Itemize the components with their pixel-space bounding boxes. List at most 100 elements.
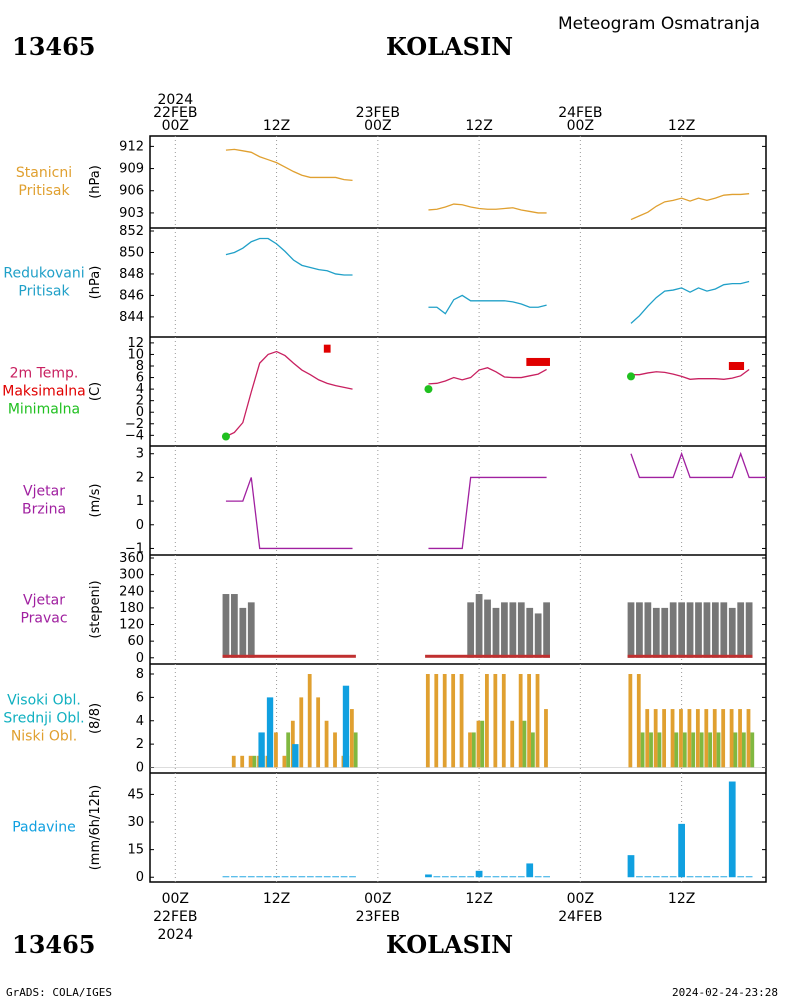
bar xyxy=(492,607,500,658)
y-tick-label: 852 xyxy=(119,224,144,239)
panel-label: Srednji Obl. xyxy=(3,711,84,727)
plot-frame xyxy=(149,135,767,883)
cloud-bar-low xyxy=(425,674,430,768)
bar xyxy=(728,607,736,658)
bar xyxy=(492,876,500,878)
y-tick-label: 0 xyxy=(136,405,144,420)
y-tick-label: 903 xyxy=(119,206,144,221)
bar xyxy=(484,876,491,878)
panel-label: Redukovani xyxy=(3,266,84,282)
min-temp-point xyxy=(626,372,635,381)
bar xyxy=(695,876,702,878)
y-tick-label: 12 xyxy=(127,336,144,351)
cloud-bar-low xyxy=(240,755,245,768)
bar xyxy=(239,607,247,658)
bar xyxy=(686,602,694,658)
series-line xyxy=(428,294,547,315)
y-tick-label: 60 xyxy=(127,634,144,649)
bar xyxy=(340,876,348,878)
bar xyxy=(534,613,542,658)
time-label-bottom: 23FEB xyxy=(356,909,400,925)
series-line xyxy=(428,367,547,385)
cloud-bar-middle xyxy=(353,732,358,768)
y-tick-label: 0 xyxy=(136,760,144,775)
panel-label: Pravac xyxy=(20,611,67,627)
max-temp-mark xyxy=(526,357,550,366)
bar-baseline xyxy=(627,654,753,658)
cloud-bar-middle xyxy=(733,732,738,768)
y-tick-label: 844 xyxy=(119,310,144,325)
series-line xyxy=(225,350,353,438)
cloud-bar-low xyxy=(493,674,498,768)
y-axis-label: (C) xyxy=(88,382,103,401)
series-line xyxy=(225,148,353,182)
time-label-bottom: 00Z xyxy=(162,891,189,907)
time-label-top: 00Z xyxy=(162,118,189,134)
bar xyxy=(239,876,247,878)
cloud-bar-low xyxy=(628,674,633,768)
cloud-bar-middle xyxy=(699,732,704,768)
cloud-bar-middle xyxy=(691,732,696,768)
time-label-bottom: 00Z xyxy=(567,891,594,907)
series-line xyxy=(630,280,750,324)
cloud-bar-high xyxy=(342,685,350,768)
bar xyxy=(661,876,669,878)
y-tick-label: −4 xyxy=(125,428,144,443)
cloud-bar-low xyxy=(695,709,700,768)
time-label-top: 00Z xyxy=(567,118,594,134)
panel-label: Vjetar xyxy=(23,593,65,609)
cloud-bar-low xyxy=(687,709,692,768)
bar xyxy=(728,781,736,878)
y-tick-label: 120 xyxy=(119,618,144,633)
y-tick-label: 846 xyxy=(119,288,144,303)
cloud-bar-low xyxy=(274,732,278,768)
cloud-bar-low xyxy=(485,674,489,768)
bar xyxy=(467,602,475,658)
bar xyxy=(737,602,745,658)
panel-label: Minimalna xyxy=(8,402,80,418)
y-tick-label: 912 xyxy=(119,139,144,154)
bar xyxy=(745,876,753,878)
bar xyxy=(644,602,652,658)
series-line xyxy=(225,237,353,276)
bar xyxy=(425,874,432,878)
cloud-bar-low xyxy=(712,709,717,768)
bar xyxy=(534,876,542,878)
panel-label: Vjetar xyxy=(23,484,65,500)
time-label-top: 12Z xyxy=(465,118,492,134)
bar xyxy=(711,602,719,658)
station-id-top: 13465 xyxy=(12,32,96,61)
bar xyxy=(720,602,728,658)
min-temp-point xyxy=(424,385,433,394)
cloud-bar-middle xyxy=(522,720,527,768)
cloud-bar-low xyxy=(459,674,464,768)
y-axis-label: (m/s) xyxy=(88,484,103,518)
y-axis-label: (mm/6h/12h) xyxy=(88,785,103,871)
bar xyxy=(678,602,685,658)
panel-label: Pritisak xyxy=(18,284,70,300)
bar xyxy=(543,602,550,658)
bar xyxy=(627,602,635,658)
panel-label: 2m Temp. xyxy=(10,366,79,382)
series-line xyxy=(428,203,547,214)
time-label-top: 22FEB xyxy=(153,105,197,121)
bar xyxy=(517,602,525,658)
bar xyxy=(450,876,458,878)
y-tick-label: 848 xyxy=(119,267,144,282)
y-tick-label: 8 xyxy=(136,667,144,682)
cloud-bar-low xyxy=(476,720,481,768)
bar xyxy=(231,876,238,878)
bar xyxy=(501,876,508,878)
cloud-bar-low xyxy=(544,709,548,768)
panel-label: Stanicni xyxy=(16,165,72,181)
bar xyxy=(501,602,508,658)
y-tick-label: −1 xyxy=(125,541,144,556)
cloud-bar-low xyxy=(501,674,506,768)
station-name-top: KOLASIN xyxy=(386,32,514,61)
time-label-bottom: 12Z xyxy=(263,891,290,907)
y-tick-label: 6 xyxy=(136,371,144,386)
y-tick-label: 906 xyxy=(119,184,144,199)
cloud-bar-high xyxy=(258,732,265,768)
bar xyxy=(737,876,745,878)
max-temp-mark xyxy=(728,362,745,370)
